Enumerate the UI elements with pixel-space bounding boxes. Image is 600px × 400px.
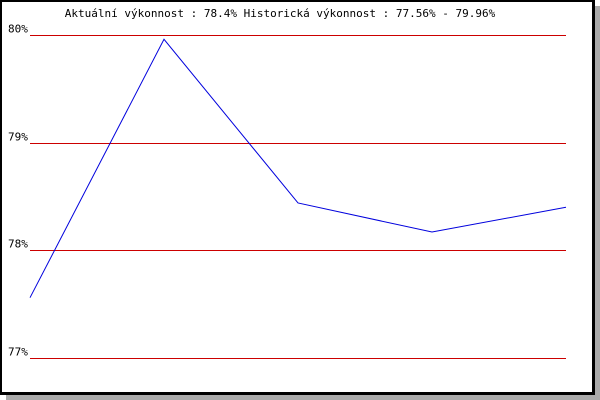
- y-tick-label: 78%: [8, 238, 28, 251]
- y-tick-labels: 80% 79% 78% 77%: [8, 23, 28, 359]
- series: [29, 38, 567, 298]
- chart-frame: [0, 0, 595, 395]
- chart-title: Aktuální výkonnost : 78.4% Historická vý…: [65, 7, 496, 20]
- y-tick-label: 79%: [8, 131, 28, 144]
- y-tick-label: 77%: [8, 346, 28, 359]
- series-line: [29, 38, 567, 298]
- gridlines: [30, 35, 566, 359]
- y-tick-label: 80%: [8, 23, 28, 36]
